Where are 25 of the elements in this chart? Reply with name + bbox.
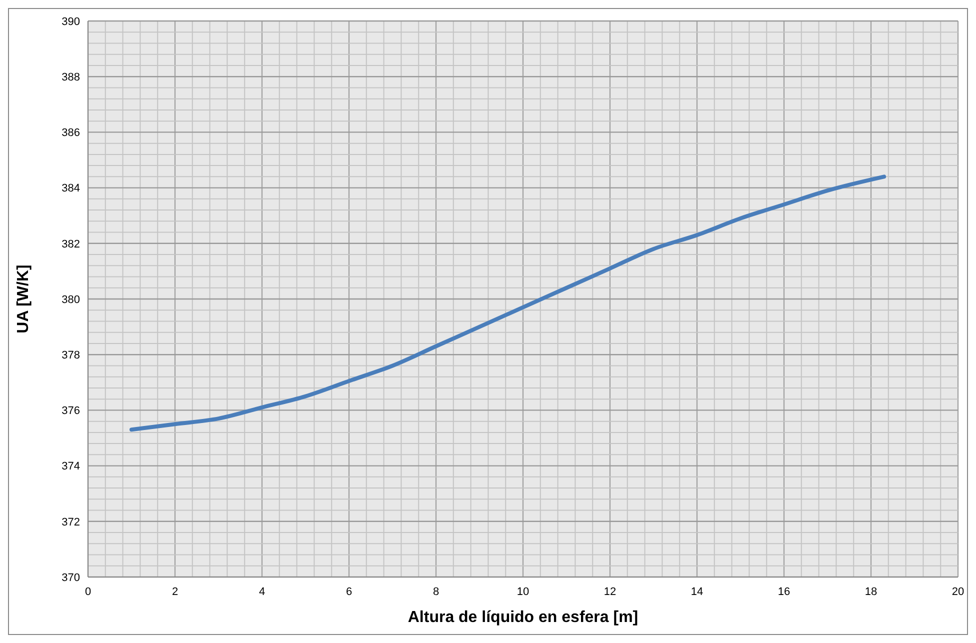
x-tick-label: 16 [778, 586, 790, 598]
x-tick-label: 2 [172, 586, 178, 598]
x-tick-label: 0 [84, 586, 92, 598]
y-tick-label: 376 [62, 405, 80, 418]
x-tick-label: 20 [952, 586, 964, 598]
y-tick-label: 388 [62, 71, 80, 84]
x-axis-title: Altura de líquido en esfera [m] [408, 609, 638, 626]
y-axis-title: UA [W/K] [15, 264, 32, 334]
x-tick-label: 18 [864, 586, 878, 598]
y-tick-label: 372 [62, 516, 80, 528]
y-tick-label: 382 [62, 238, 80, 250]
y-tick-label: 378 [62, 349, 80, 362]
x-tick-label: 8 [432, 586, 440, 598]
x-tick-label: 14 [690, 586, 704, 598]
y-tick-label: 374 [62, 460, 80, 473]
y-tick-label: 370 [62, 572, 80, 584]
y-tick-label: 386 [62, 127, 80, 140]
x-tick-label: 12 [604, 586, 616, 598]
x-tick-label: 10 [516, 586, 530, 598]
y-tick-label: 390 [62, 16, 80, 28]
x-tick-label: 4 [258, 586, 266, 598]
y-tick-label: 384 [62, 182, 80, 195]
line-series [130, 174, 886, 432]
y-tick-label: 380 [62, 294, 80, 306]
x-tick-label: 6 [346, 586, 352, 598]
